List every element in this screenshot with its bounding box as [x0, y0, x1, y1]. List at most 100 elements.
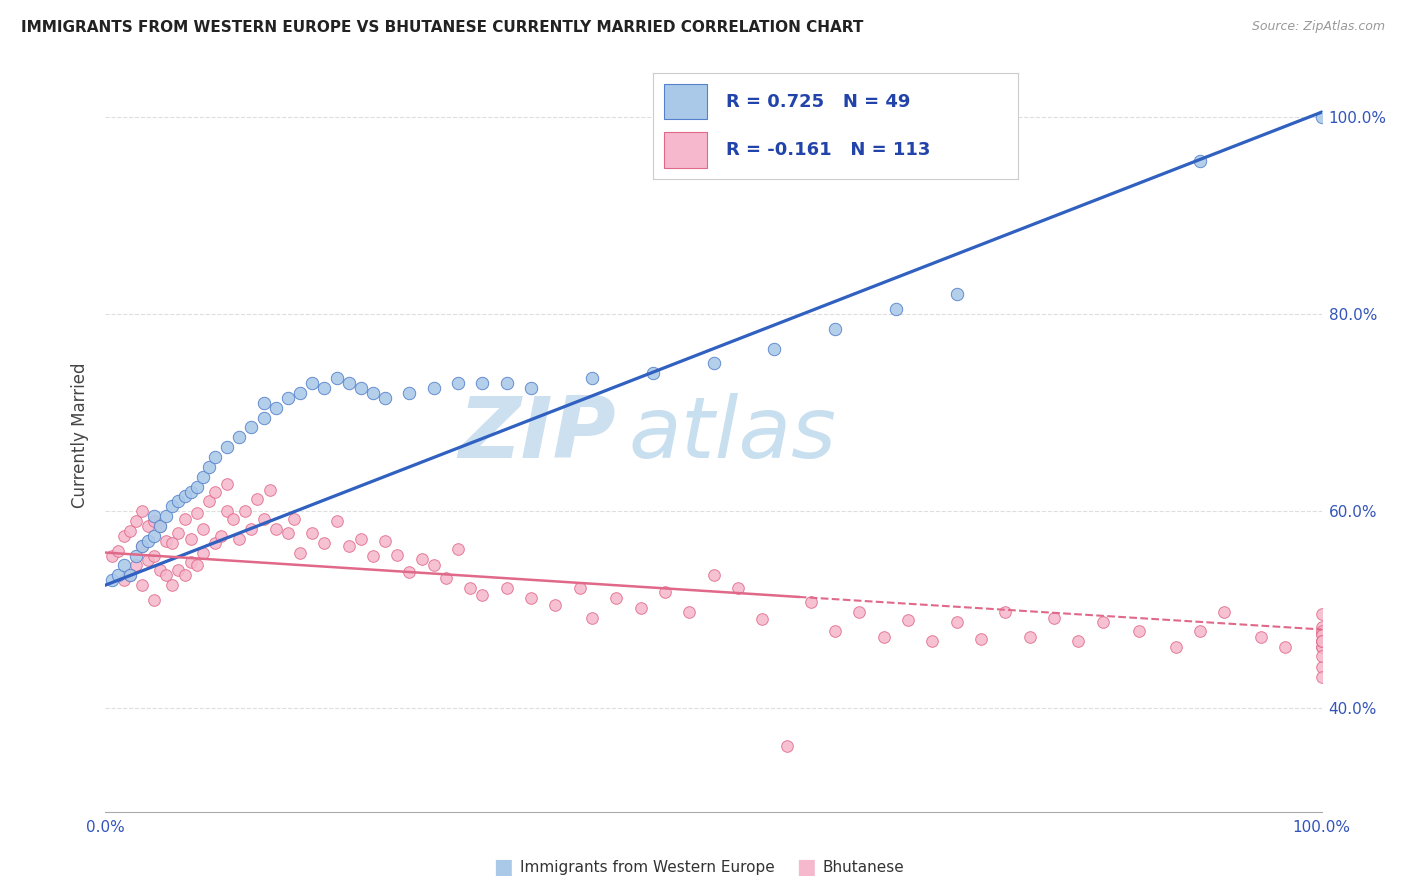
- Point: [233, 504, 256, 518]
- Point: [423, 558, 446, 573]
- Point: [107, 568, 129, 582]
- Point: [100, 549, 122, 563]
- Point: [945, 287, 967, 301]
- Point: [1164, 640, 1187, 655]
- Point: [873, 630, 896, 644]
- Point: [337, 539, 360, 553]
- Point: [568, 581, 591, 595]
- Point: [186, 558, 208, 573]
- Point: [775, 739, 797, 753]
- Point: [824, 322, 846, 336]
- Point: [112, 558, 135, 573]
- Point: [398, 566, 420, 580]
- Point: [325, 514, 347, 528]
- Point: [447, 541, 470, 556]
- Point: [848, 605, 870, 619]
- Point: [314, 381, 336, 395]
- Point: [361, 386, 384, 401]
- Point: [374, 391, 396, 405]
- Point: [288, 386, 311, 401]
- Point: [217, 504, 239, 518]
- Point: [217, 440, 239, 454]
- Point: [1189, 154, 1212, 169]
- Point: [118, 568, 141, 582]
- Point: [1310, 624, 1333, 639]
- Point: [581, 610, 603, 624]
- Point: [727, 581, 749, 595]
- Point: [180, 556, 202, 570]
- Point: [1310, 628, 1333, 642]
- Point: [240, 420, 263, 434]
- Text: Immigrants from Western Europe: Immigrants from Western Europe: [520, 860, 775, 874]
- Point: [1310, 660, 1333, 674]
- Point: [751, 612, 773, 626]
- Point: [314, 535, 336, 549]
- Point: [361, 549, 384, 563]
- Point: [112, 573, 135, 587]
- Point: [884, 302, 907, 317]
- Point: [162, 500, 184, 514]
- Point: [162, 578, 184, 592]
- Point: [398, 386, 420, 401]
- Point: [1310, 607, 1333, 621]
- Point: [1310, 634, 1333, 648]
- Point: [167, 563, 190, 577]
- Point: [143, 593, 166, 607]
- Point: [800, 595, 823, 609]
- Point: [1310, 634, 1333, 648]
- Point: [471, 376, 494, 391]
- Point: [471, 588, 494, 602]
- Point: [1310, 620, 1333, 634]
- Point: [125, 558, 148, 573]
- Point: [1067, 634, 1090, 648]
- Point: [143, 514, 166, 528]
- Point: [277, 391, 299, 405]
- Point: [921, 634, 943, 648]
- Point: [173, 568, 195, 582]
- Point: [824, 624, 846, 639]
- Point: [1018, 630, 1040, 644]
- Point: [217, 476, 239, 491]
- Point: [180, 532, 202, 546]
- Point: [702, 356, 725, 370]
- Text: Source: ZipAtlas.com: Source: ZipAtlas.com: [1251, 20, 1385, 33]
- Text: ZIP: ZIP: [458, 393, 616, 476]
- Point: [143, 549, 166, 563]
- Point: [495, 581, 517, 595]
- Point: [434, 571, 457, 585]
- Point: [136, 533, 159, 548]
- Point: [240, 522, 263, 536]
- Point: [277, 525, 299, 540]
- Point: [337, 376, 360, 391]
- Y-axis label: Currently Married: Currently Married: [72, 362, 90, 508]
- Point: [131, 539, 153, 553]
- Point: [1310, 648, 1333, 663]
- Point: [1250, 630, 1272, 644]
- Point: [209, 529, 232, 543]
- Point: [1310, 640, 1333, 655]
- Point: [581, 371, 603, 385]
- Point: [301, 525, 323, 540]
- Point: [259, 483, 281, 497]
- Point: [264, 522, 287, 536]
- Point: [204, 484, 226, 499]
- Point: [228, 532, 250, 546]
- Point: [100, 573, 122, 587]
- Point: [155, 533, 177, 548]
- Point: [350, 532, 373, 546]
- Point: [1189, 624, 1212, 639]
- Point: [228, 430, 250, 444]
- Point: [654, 585, 676, 599]
- Point: [1310, 634, 1333, 648]
- Point: [149, 519, 172, 533]
- Point: [252, 512, 274, 526]
- Point: [702, 568, 725, 582]
- Point: [173, 490, 195, 504]
- Point: [763, 342, 786, 356]
- Point: [520, 591, 543, 605]
- Point: [447, 376, 470, 391]
- Text: ■: ■: [494, 857, 513, 877]
- Point: [155, 568, 177, 582]
- Point: [191, 469, 214, 483]
- Point: [350, 381, 373, 395]
